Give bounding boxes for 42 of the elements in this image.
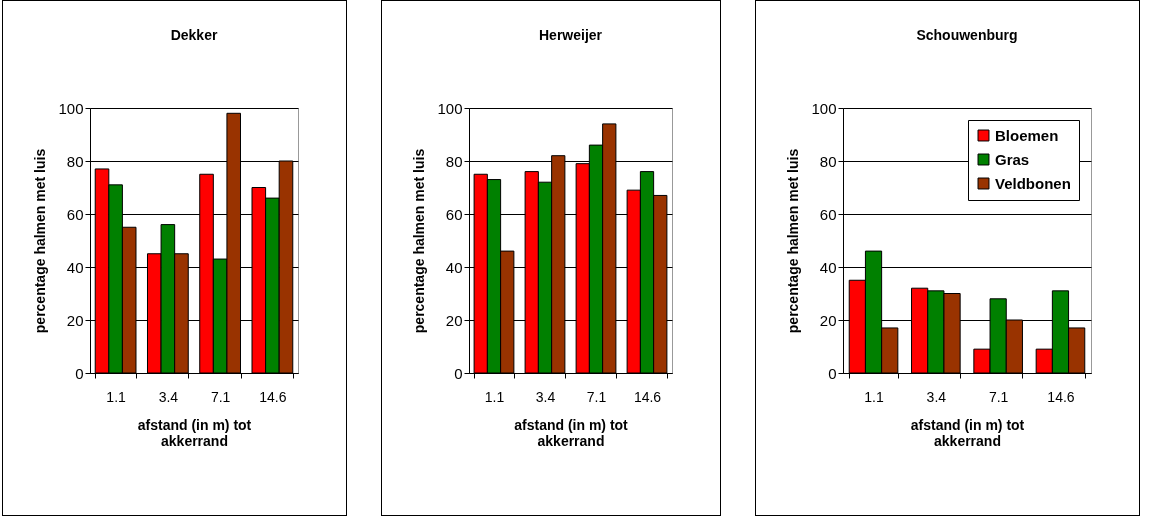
y-tick-label: 60	[66, 205, 84, 223]
y-axis-title: percentage halmen met luis	[785, 148, 802, 334]
y-tick-label: 20	[819, 311, 837, 329]
y-tick-label: 100	[811, 99, 837, 117]
x-tick-label: 1.1	[864, 388, 884, 405]
y-tick-label: 80	[445, 152, 463, 170]
x-tick-label: 3.4	[158, 388, 179, 405]
y-axis-title: percentage halmen met luis	[411, 148, 428, 334]
y-tick-label: 20	[445, 311, 463, 329]
y-tick-label: 60	[819, 205, 837, 223]
y-tick-label: 60	[445, 205, 463, 223]
y-tick-label: 100	[437, 99, 463, 117]
x-tick-label: 1.1	[484, 388, 505, 405]
chart-title: Schouwenburg	[916, 27, 1018, 43]
x-tick-label: 7.1	[988, 388, 1009, 405]
x-tick-label: 7.1	[586, 388, 607, 405]
x-axis-title: afstand (in m) tot akkerrand	[910, 416, 1025, 449]
x-tick-label: 14.6	[259, 388, 287, 405]
y-tick-label: 40	[445, 258, 463, 276]
y-tick-label: 20	[66, 311, 84, 329]
y-tick-label: 100	[58, 99, 84, 117]
x-tick-label: 3.4	[535, 388, 556, 405]
y-tick-label: 80	[66, 152, 84, 170]
x-tick-label: 14.6	[1047, 388, 1075, 405]
y-tick-label: 0	[828, 364, 837, 382]
legend-label: Gras	[995, 150, 1030, 168]
x-axis-title: afstand (in m) tot akkerrand	[514, 416, 629, 449]
legend-label: Bloemen	[995, 126, 1059, 144]
x-tick-label: 1.1	[106, 388, 127, 405]
chart-title: Dekker	[170, 27, 218, 43]
y-tick-label: 40	[66, 258, 84, 276]
y-axis-title: percentage halmen met luis	[32, 148, 49, 334]
legend-label: Veldbonen	[995, 174, 1071, 192]
x-axis-title: afstand (in m) tot akkerrand	[137, 416, 252, 449]
x-tick-label: 7.1	[210, 388, 231, 405]
chart-title: Herweijer	[538, 27, 603, 43]
x-tick-label: 14.6	[633, 388, 662, 405]
y-tick-label: 80	[819, 152, 837, 170]
y-tick-label: 0	[454, 364, 463, 382]
y-tick-label: 40	[819, 258, 837, 276]
x-tick-label: 3.4	[926, 388, 947, 405]
y-tick-label: 0	[75, 364, 84, 382]
